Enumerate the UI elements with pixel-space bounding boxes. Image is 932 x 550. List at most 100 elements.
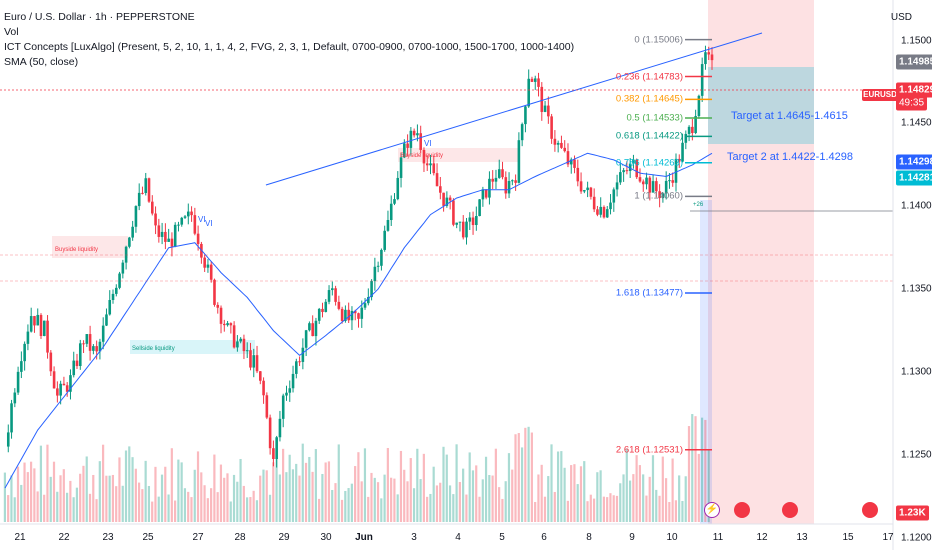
candle-body — [308, 323, 311, 331]
candle-body — [393, 199, 396, 204]
volume-bar — [101, 444, 105, 522]
ticker-tag: EURUSD — [862, 89, 898, 101]
us-flag-event-icon-3[interactable] — [862, 502, 878, 518]
volume-bar — [327, 461, 331, 522]
volume-value-label: 1.23K — [896, 505, 929, 521]
symbol-title[interactable]: Euro / U.S. Dollar · 1h · PEPPERSTONE — [4, 11, 195, 23]
volume-bar — [203, 485, 206, 522]
candle-body — [569, 159, 573, 165]
volume-bar — [481, 479, 484, 522]
lightning-event-icon[interactable]: ⚡ — [704, 502, 720, 518]
candle-body — [691, 126, 694, 134]
candle-body — [232, 325, 236, 348]
candle-body — [229, 323, 233, 326]
volume-bar — [556, 451, 560, 522]
volume-bar — [259, 475, 262, 522]
volume-bar — [550, 444, 553, 522]
volume-bar — [164, 466, 167, 522]
candle-body — [62, 383, 66, 386]
volume-bar — [517, 433, 520, 522]
volume-bar — [596, 472, 599, 522]
volume-bar — [72, 497, 75, 522]
volume-bar — [340, 499, 344, 522]
volume-bar — [154, 466, 157, 522]
vi-label-3: VI — [205, 219, 213, 228]
chart-legend: Euro / U.S. Dollar · 1h · PEPPERSTONE Vo… — [4, 10, 574, 70]
candle-body — [687, 126, 691, 134]
candle-body — [36, 314, 40, 326]
volume-bar — [432, 466, 435, 522]
volume-bar — [278, 474, 281, 522]
volume-bar — [111, 474, 115, 522]
us-flag-event-icon-2[interactable] — [782, 502, 798, 518]
candle-body — [10, 403, 13, 433]
volume-bar — [216, 492, 219, 522]
candle-body — [265, 395, 269, 418]
volume-bar — [498, 487, 501, 522]
volume-bar — [193, 469, 196, 522]
candle-body — [553, 138, 557, 145]
volume-bar — [177, 459, 180, 522]
currency-label[interactable]: USD — [890, 12, 912, 23]
candle-body — [488, 178, 491, 198]
time-tick-label: 5 — [499, 532, 505, 543]
candle-body — [409, 130, 413, 148]
volume-bar — [537, 474, 540, 522]
candle-body — [592, 196, 596, 210]
candle-body — [363, 303, 367, 308]
candle-body — [681, 142, 684, 162]
candle-body — [501, 169, 504, 178]
candle-body — [193, 215, 197, 234]
candle-body — [262, 380, 265, 396]
candle-body — [353, 310, 357, 314]
volume-indicator-label[interactable]: Vol — [4, 26, 19, 38]
candle-body — [357, 313, 360, 319]
level-b-label: 1.14281 — [896, 170, 932, 186]
volume-bar — [530, 432, 533, 522]
candle-body — [524, 106, 527, 125]
candle-body — [429, 163, 432, 166]
candle-body — [416, 133, 419, 136]
volume-bar — [664, 478, 668, 522]
volume-bar — [360, 481, 363, 522]
candle-body — [481, 189, 485, 200]
volume-bar — [157, 496, 160, 522]
volume-bar — [23, 462, 26, 522]
candle-body — [596, 209, 599, 215]
candle-body — [242, 338, 246, 352]
volume-bar — [167, 494, 170, 522]
candle-body — [137, 192, 141, 207]
price-tick-label: 1.12500 — [901, 449, 932, 461]
fib-label: 0.786 (1.14263) — [615, 157, 683, 169]
volume-bar — [301, 443, 304, 522]
volume-bar — [200, 472, 203, 522]
candle-body — [674, 158, 678, 183]
candle-body — [707, 52, 711, 55]
volume-bar — [684, 476, 687, 522]
ict-indicator-label[interactable]: ICT Concepts [LuxAlgo] (Present, 5, 2, 1… — [4, 41, 575, 53]
volume-bar — [540, 464, 543, 522]
volume-bar — [141, 489, 144, 522]
candle-body — [700, 64, 704, 96]
volume-bar — [393, 478, 396, 522]
volume-bar — [579, 466, 583, 522]
candle-body — [95, 346, 98, 352]
volume-bar — [170, 448, 173, 522]
volume-bar — [573, 464, 576, 522]
time-tick-label: 23 — [102, 532, 114, 543]
volume-bar — [232, 474, 236, 522]
volume-bar — [298, 475, 301, 522]
sma-indicator-label[interactable]: SMA (50, close) — [4, 56, 79, 68]
volume-bar — [282, 448, 285, 522]
candle-body — [114, 287, 118, 294]
volume-bar — [445, 454, 448, 522]
candle-body — [16, 371, 20, 393]
volume-bar — [357, 452, 360, 522]
volume-bar — [700, 417, 704, 522]
us-flag-event-icon[interactable] — [734, 502, 750, 518]
volume-bar — [471, 470, 475, 522]
candle-body — [494, 177, 498, 182]
candle-body — [203, 257, 206, 268]
candle-body — [511, 180, 514, 182]
